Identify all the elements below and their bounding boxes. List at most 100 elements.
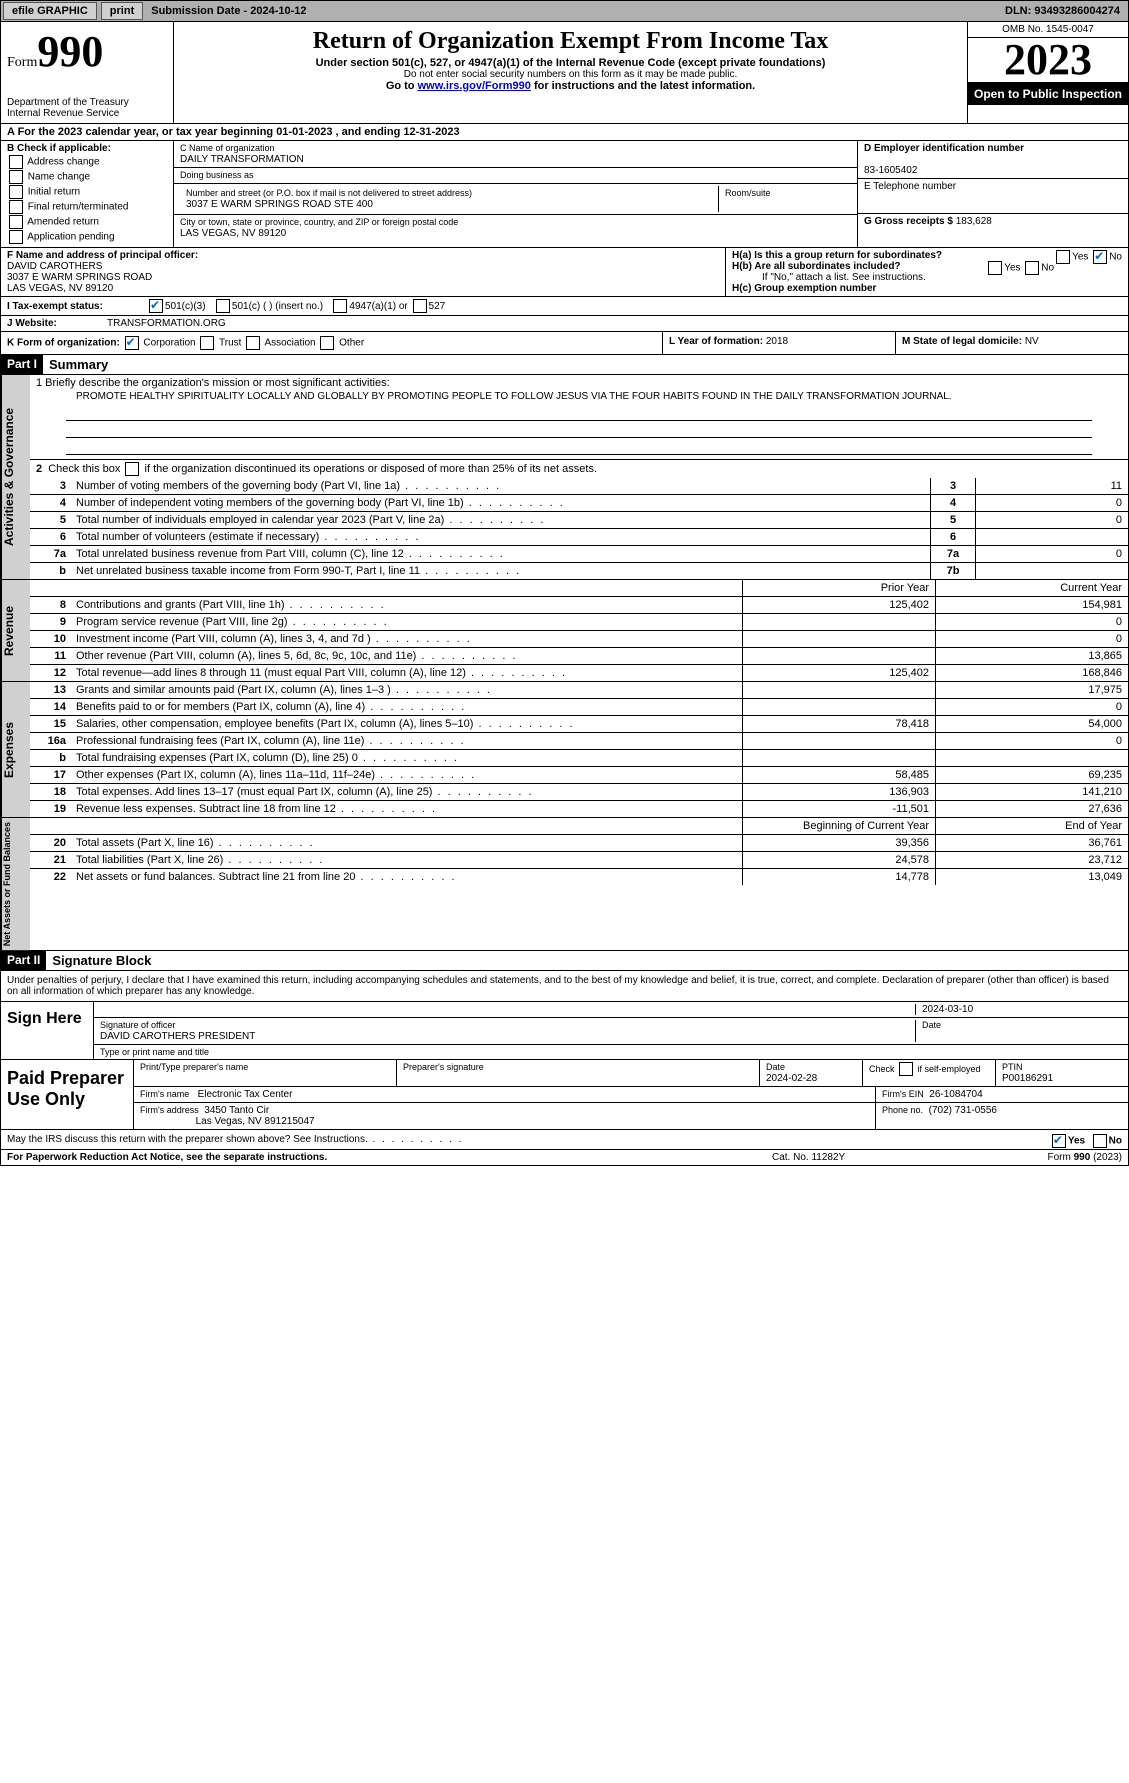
beginning-year-header: Beginning of Current Year: [742, 818, 935, 834]
city-label: City or town, state or province, country…: [180, 217, 458, 227]
current-value: 23,712: [935, 852, 1128, 868]
data-row-b: b Total fundraising expenses (Part IX, c…: [30, 750, 1128, 767]
form-word: Form: [7, 55, 37, 70]
sign-date: 2024-03-10: [915, 1004, 1122, 1015]
prior-value: [742, 699, 935, 715]
data-row-10: 10 Investment income (Part VIII, column …: [30, 631, 1128, 648]
dots-discuss: [368, 1134, 464, 1145]
checkbox-corporation[interactable]: [125, 336, 139, 350]
prep-date: 2024-02-28: [766, 1073, 817, 1084]
gov-row-6: 6 Total number of volunteers (estimate i…: [30, 529, 1128, 546]
mission-text: PROMOTE HEALTHY SPIRITUALITY LOCALLY AND…: [36, 389, 1122, 404]
checkbox-other[interactable]: [320, 336, 334, 350]
current-value: 141,210: [935, 784, 1128, 800]
net-assets-section: Net Assets or Fund Balances Beginning of…: [0, 818, 1129, 951]
data-row-22: 22 Net assets or fund balances. Subtract…: [30, 869, 1128, 885]
data-row-14: 14 Benefits paid to or for members (Part…: [30, 699, 1128, 716]
current-value: 36,761: [935, 835, 1128, 851]
opt-amended-return: Amended return: [27, 217, 99, 228]
checkbox-name-change[interactable]: [9, 170, 23, 184]
checkbox-self-employed[interactable]: [899, 1062, 913, 1076]
line-value: 0: [975, 495, 1128, 511]
opt-501c3: 501(c)(3): [165, 301, 206, 312]
part-2-title: Signature Block: [46, 951, 157, 970]
current-value: 27,636: [935, 801, 1128, 817]
prior-value: 125,402: [742, 665, 935, 681]
line-num: 12: [30, 665, 72, 681]
prior-value: 136,903: [742, 784, 935, 800]
firm-ein-label: Firm's EIN: [882, 1089, 924, 1099]
print-button[interactable]: print: [101, 2, 143, 20]
opt-initial-return: Initial return: [28, 187, 80, 198]
part-2-badge: Part II: [1, 951, 46, 970]
preparer-sig-label: Preparer's signature: [403, 1062, 484, 1072]
firm-addr-label: Firm's address: [140, 1105, 199, 1115]
line-num: 22: [30, 869, 72, 885]
efile-button[interactable]: efile GRAPHIC: [3, 2, 97, 20]
irs-link[interactable]: www.irs.gov/Form990: [418, 80, 531, 92]
line-desc: Total expenses. Add lines 13–17 (must eq…: [72, 784, 742, 800]
section-f-h: F Name and address of principal officer:…: [0, 248, 1129, 297]
checkbox-initial-return[interactable]: [9, 185, 23, 199]
checkbox-amended-return[interactable]: [9, 215, 23, 229]
signature-label: Signature of officer: [100, 1020, 175, 1030]
line-desc: Total liabilities (Part X, line 26): [72, 852, 742, 868]
checkbox-ha-yes[interactable]: [1056, 250, 1070, 264]
checkbox-501c3[interactable]: [149, 299, 163, 313]
discuss-no: No: [1109, 1136, 1122, 1147]
checkbox-501c[interactable]: [216, 299, 230, 313]
line-desc: Total assets (Part X, line 16): [72, 835, 742, 851]
prior-value: 14,778: [742, 869, 935, 885]
street-address: 3037 E WARM SPRINGS ROAD STE 400: [186, 199, 373, 210]
officer-signature-name: DAVID CAROTHERS PRESIDENT: [100, 1031, 255, 1042]
line-num: 14: [30, 699, 72, 715]
checkbox-final-return[interactable]: [9, 200, 23, 214]
checkbox-hb-no[interactable]: [1025, 261, 1039, 275]
ein-label: D Employer identification number: [864, 143, 1024, 154]
line-value: 0: [975, 546, 1128, 562]
line-num: 11: [30, 648, 72, 664]
current-value: 13,865: [935, 648, 1128, 664]
checkbox-association[interactable]: [246, 336, 260, 350]
checkbox-application-pending[interactable]: [9, 230, 23, 244]
firm-phone: (702) 731-0556: [929, 1105, 997, 1116]
opt-4947: 4947(a)(1) or: [349, 301, 407, 312]
line-desc: Other revenue (Part VIII, column (A), li…: [72, 648, 742, 664]
underline-1: [66, 406, 1092, 421]
data-row-8: 8 Contributions and grants (Part VIII, l…: [30, 597, 1128, 614]
type-name-label: Type or print name and title: [100, 1047, 209, 1057]
checkbox-trust[interactable]: [200, 336, 214, 350]
row-a-period: A For the 2023 calendar year, or tax yea…: [0, 124, 1129, 141]
dln-label: DLN: 93493286004274: [1005, 5, 1128, 17]
opt-corporation: Corporation: [143, 338, 195, 349]
mission-question: 1 Briefly describe the organization's mi…: [36, 377, 1122, 389]
checkbox-discontinued[interactable]: [125, 462, 139, 476]
line-desc: Total number of volunteers (estimate if …: [72, 529, 930, 545]
line-num: 16a: [30, 733, 72, 749]
line-num: 15: [30, 716, 72, 732]
prior-value: 78,418: [742, 716, 935, 732]
section-k-l-m: K Form of organization: Corporation Trus…: [0, 332, 1129, 355]
current-value: [935, 750, 1128, 766]
no-label-2: No: [1041, 263, 1054, 274]
officer-addr2: LAS VEGAS, NV 89120: [7, 283, 113, 294]
checkbox-527[interactable]: [413, 299, 427, 313]
line-num: 8: [30, 597, 72, 613]
prior-value: [742, 682, 935, 698]
footer-cat: Cat. No. 11282Y: [772, 1152, 972, 1163]
checkbox-hb-yes[interactable]: [988, 261, 1002, 275]
section-f: F Name and address of principal officer:…: [1, 248, 725, 296]
line-value: 0: [975, 512, 1128, 528]
data-row-12: 12 Total revenue—add lines 8 through 11 …: [30, 665, 1128, 681]
side-label-governance: Activities & Governance: [1, 375, 30, 579]
firm-phone-label: Phone no.: [882, 1105, 923, 1115]
ptin-value: P00186291: [1002, 1073, 1053, 1084]
checkbox-discuss-no[interactable]: [1093, 1134, 1107, 1148]
checkbox-address-change[interactable]: [9, 155, 23, 169]
part-1-header: Part I Summary: [0, 355, 1129, 375]
checkbox-discuss-yes[interactable]: [1052, 1134, 1066, 1148]
current-value: 17,975: [935, 682, 1128, 698]
checkbox-4947[interactable]: [333, 299, 347, 313]
checkbox-ha-no[interactable]: [1093, 250, 1107, 264]
section-l: L Year of formation: 2018: [662, 332, 895, 354]
